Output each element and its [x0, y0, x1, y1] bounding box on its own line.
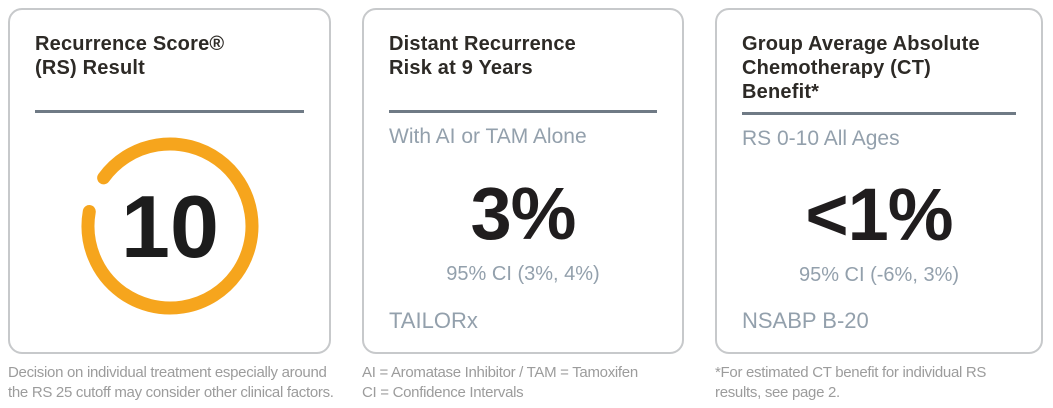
footnote-line: Decision on individual treatment especia…	[8, 364, 327, 381]
title-line: Distant Recurrence	[389, 33, 576, 55]
divider	[742, 112, 1016, 115]
chemotherapy-benefit-card: Group Average Absolute Chemotherapy (CT)…	[715, 8, 1043, 354]
benefit-percentage-value: <1%	[805, 173, 953, 256]
chemotherapy-benefit-column: Group Average Absolute Chemotherapy (CT)…	[715, 8, 1043, 403]
group-subtitle: RS 0-10 All Ages	[742, 127, 900, 150]
treatment-subtitle: With AI or TAM Alone	[389, 125, 587, 148]
card-title-distant-recurrence: Distant Recurrence Risk at 9 Years	[389, 32, 657, 102]
risk-value-area: 3% 95% CI (3%, 4%)	[389, 155, 657, 308]
study-source-label: NSABP B-20	[742, 308, 869, 333]
title-line: Group Average Absolute	[742, 33, 980, 55]
risk-percentage-value: 3%	[470, 172, 577, 255]
distant-recurrence-footnote: AI = Aromatase Inhibitor / TAM = Tamoxif…	[362, 363, 684, 403]
recurrence-score-card: Recurrence Score® (RS) Result 10	[8, 8, 331, 354]
card-title-chemotherapy-benefit: Group Average Absolute Chemotherapy (CT)…	[742, 32, 1016, 104]
title-line: Risk at 9 Years	[389, 57, 533, 79]
chemotherapy-benefit-footnote: *For estimated CT benefit for individual…	[715, 363, 1043, 403]
footnote-line: the RS 25 cutoff may consider other clin…	[8, 384, 334, 401]
study-source-label: TAILORx	[389, 308, 478, 333]
distant-recurrence-column: Distant Recurrence Risk at 9 Years With …	[362, 8, 684, 403]
score-value: 10	[121, 177, 219, 276]
confidence-interval: 95% CI (3%, 4%)	[446, 263, 600, 285]
score-ring-gauge: 10	[81, 137, 258, 314]
recurrence-score-footnote: Decision on individual treatment especia…	[8, 363, 334, 403]
title-line: Benefit*	[742, 81, 820, 103]
recurrence-score-column: Recurrence Score® (RS) Result 10 Decisio…	[8, 8, 334, 403]
divider	[35, 110, 304, 113]
title-line: Chemotherapy (CT)	[742, 57, 931, 79]
title-line: (RS) Result	[35, 57, 145, 79]
footnote-line: CI = Confidence Intervals	[362, 384, 524, 401]
card-title-recurrence-score: Recurrence Score® (RS) Result	[35, 32, 304, 102]
footnote-line: results, see page 2.	[715, 384, 840, 401]
title-line: Recurrence Score®	[35, 33, 225, 55]
confidence-interval: 95% CI (-6%, 3%)	[798, 264, 960, 286]
distant-recurrence-card: Distant Recurrence Risk at 9 Years With …	[362, 8, 684, 354]
benefit-value-area: <1% 95% CI (-6%, 3%)	[742, 157, 1016, 308]
score-ring-icon	[81, 137, 258, 314]
divider	[389, 110, 657, 113]
footnote-line: *For estimated CT benefit for individual…	[715, 364, 987, 381]
footnote-line: AI = Aromatase Inhibitor / TAM = Tamoxif…	[362, 364, 638, 381]
score-circle-area: 10	[35, 113, 304, 352]
